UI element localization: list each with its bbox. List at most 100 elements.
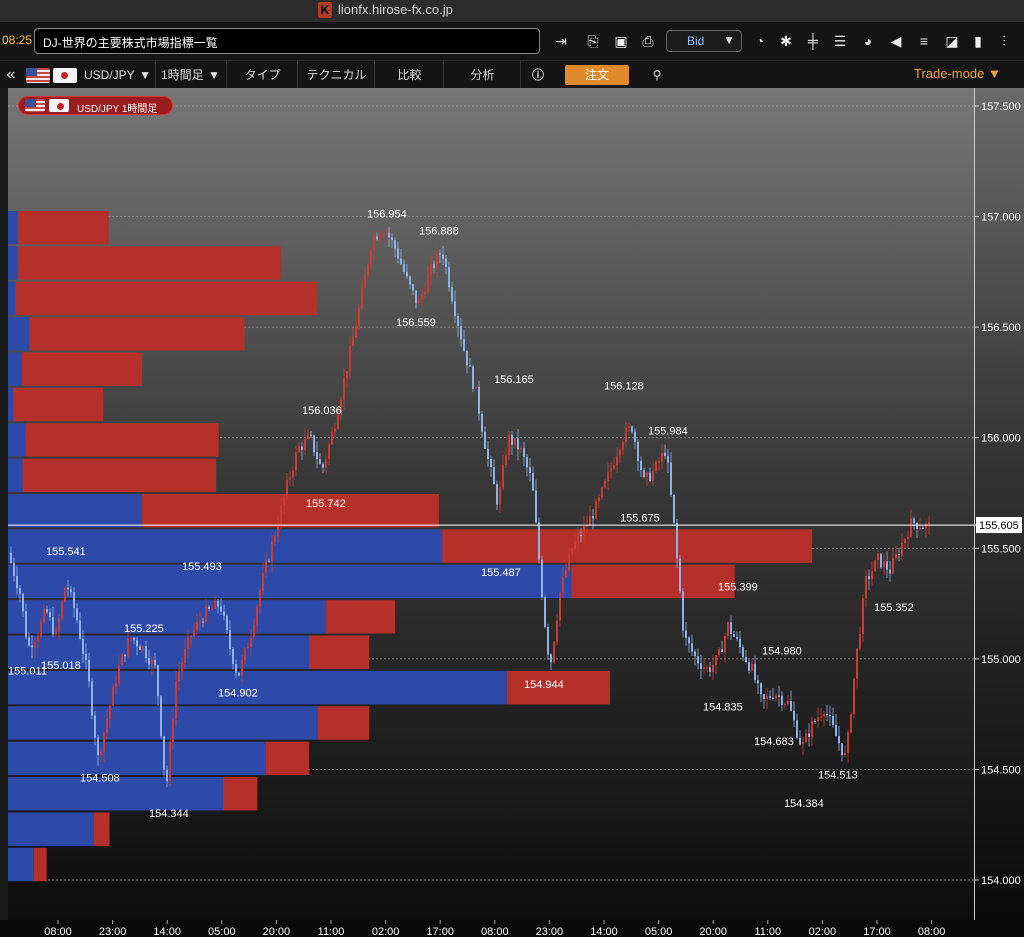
ladder-icon[interactable]: ╪ <box>808 33 818 49</box>
candle-body <box>304 438 306 450</box>
candle-body <box>241 660 243 676</box>
candle-body <box>754 663 756 681</box>
news-headline[interactable]: DJ-世界の主要株式市場指標一覧 <box>43 36 218 50</box>
menu-technical[interactable]: テクニカル <box>299 61 375 89</box>
price-annotation: 155.011 <box>8 665 47 677</box>
trade-mode-toggle[interactable]: Trade-mode ▼ <box>914 66 1001 81</box>
pair-label: USD/JPY <box>84 68 135 82</box>
paint-roller-icon[interactable]: ▮ <box>974 33 982 49</box>
candle-body <box>454 301 456 317</box>
candle-body <box>22 593 24 612</box>
speedometer-icon[interactable]: ◔ <box>755 33 765 49</box>
gear-icon[interactable]: ✱ <box>780 33 792 49</box>
candle-body <box>424 292 426 295</box>
candle-body <box>268 560 270 562</box>
candle-body <box>187 636 189 649</box>
candle-body <box>778 695 780 697</box>
candle-body <box>106 719 108 733</box>
candle-body <box>763 694 765 699</box>
candle-body <box>739 638 741 648</box>
candle-body <box>682 591 684 631</box>
candle-body <box>430 263 432 275</box>
candle-body <box>508 434 510 456</box>
candle-body <box>235 664 237 673</box>
candle-body <box>925 523 927 529</box>
volume-profile-buy-bar <box>8 281 16 316</box>
chevron-down-icon: ▼ <box>208 68 220 82</box>
export-icon[interactable]: ⎘ <box>587 33 599 49</box>
candle-body <box>550 654 552 663</box>
candle-body <box>274 536 276 542</box>
board-icon[interactable]: ☰ <box>833 33 847 49</box>
candle-body <box>511 434 513 445</box>
volume-profile-sell-bar <box>22 458 217 492</box>
price-annotation: 155.225 <box>124 623 164 635</box>
list-icon[interactable]: ≡ <box>919 33 929 49</box>
candle-body <box>253 624 255 638</box>
candle-body <box>502 464 504 488</box>
pie-chart-icon[interactable]: ◕ <box>863 33 873 49</box>
candle-body <box>169 741 171 782</box>
volume-profile-sell-bar <box>13 387 104 422</box>
candle-body <box>544 597 546 627</box>
candle-body <box>250 637 252 648</box>
candle-body <box>466 350 468 366</box>
save-icon[interactable]: ▣ <box>614 33 628 49</box>
price-type-select[interactable]: Bid ▼ <box>666 30 742 52</box>
candle-body <box>496 484 498 505</box>
print-icon[interactable]: ⎙ <box>642 33 654 49</box>
candle-body <box>196 622 198 630</box>
settings-sliders-icon[interactable]: ⫶ <box>1002 33 1006 49</box>
y-tick-label: 156.000 <box>981 433 1021 445</box>
candle-body <box>685 630 687 638</box>
signal-icon[interactable]: ⚲ <box>652 68 662 82</box>
chart-edit-icon[interactable]: ◪ <box>945 33 959 49</box>
volume-profile-sell-bar <box>15 281 317 316</box>
candle-body <box>895 553 897 559</box>
candle-body <box>862 598 864 634</box>
candle-body <box>400 258 402 265</box>
order-button[interactable]: 注文 <box>565 65 629 85</box>
candle-body <box>79 620 81 639</box>
candle-body <box>802 741 804 745</box>
pair-select[interactable]: USD/JPY ▼ <box>80 61 156 89</box>
candle-body <box>688 637 690 644</box>
timeframe-select[interactable]: 1時間足 ▼ <box>157 61 227 89</box>
candle-body <box>217 600 219 607</box>
news-ticker[interactable]: DJ-世界の主要株式市場指標一覧 <box>34 28 540 54</box>
candle-body <box>289 477 291 480</box>
us-flag-icon <box>26 68 50 83</box>
price-annotation: 154.344 <box>149 808 189 820</box>
candle-body <box>829 714 831 717</box>
megaphone-icon[interactable]: ◀ <box>890 33 902 49</box>
volume-profile-sell-bar <box>25 423 219 457</box>
candle-body <box>811 720 813 738</box>
candle-body <box>874 560 876 572</box>
candle-body <box>151 659 153 665</box>
candle-body <box>586 525 588 527</box>
exit-icon[interactable]: ⇥ <box>555 33 567 49</box>
candle-body <box>487 448 489 459</box>
time-axis[interactable] <box>0 920 1024 937</box>
x-tick-label: 05:00 <box>645 926 673 937</box>
volume-profile-sell-bar <box>326 600 395 634</box>
candle-body <box>718 649 720 656</box>
info-icon[interactable]: ⓘ <box>531 68 544 82</box>
candle-body <box>886 561 888 570</box>
candle-body <box>73 592 75 609</box>
candle-body <box>661 452 663 462</box>
menu-analysis[interactable]: 分析 <box>445 61 521 89</box>
collapse-icon[interactable]: « <box>6 66 16 83</box>
candle-body <box>820 716 822 718</box>
candle-body <box>637 441 639 461</box>
candle-body <box>655 461 657 471</box>
candle-body <box>298 446 300 453</box>
current-price-label: 155.605 <box>979 520 1019 532</box>
volume-profile-sell-bar <box>21 352 143 386</box>
x-tick-label: 08:00 <box>481 926 509 937</box>
menu-type[interactable]: タイプ <box>228 61 298 89</box>
price-axis[interactable] <box>974 88 1024 920</box>
menu-compare[interactable]: 比較 <box>376 61 444 89</box>
candle-body <box>133 637 135 641</box>
